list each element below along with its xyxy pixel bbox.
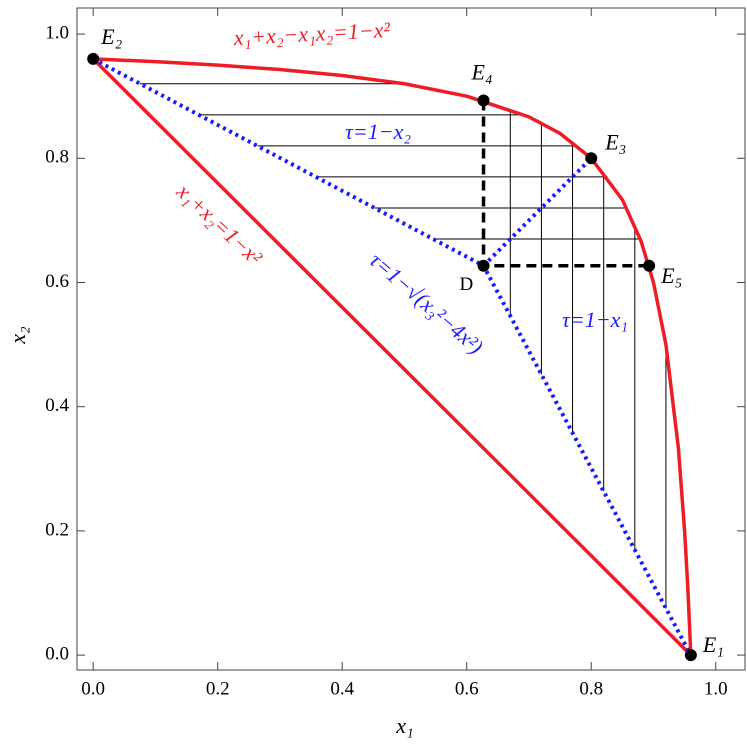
point: [684, 649, 697, 662]
annotation: τ=1−x₁: [562, 307, 628, 332]
y-tick-label: 0.8: [45, 147, 69, 168]
y-tick-label: 1.0: [45, 22, 69, 43]
point: [643, 259, 656, 272]
plot-frame: [76, 7, 746, 671]
x-tick-label: 0.6: [455, 678, 479, 699]
curve: [482, 156, 593, 268]
y-tick-label: 0.0: [45, 643, 69, 664]
point: [477, 259, 490, 272]
point-label: E₃: [604, 129, 626, 154]
curve: [93, 57, 693, 656]
y-tick-label: 0.4: [45, 395, 69, 416]
point: [585, 152, 598, 165]
x-tick-label: 0.2: [206, 678, 230, 699]
point-label: D: [460, 274, 474, 295]
point-label: E₄: [471, 60, 493, 85]
x-tick-label: 0.4: [330, 678, 354, 699]
y-tick-label: 0.6: [45, 271, 69, 292]
x-tick-label: 0.0: [81, 678, 105, 699]
curve: [91, 57, 693, 657]
point: [87, 52, 100, 65]
annotation: x₁+x₂−x₁x₂=1−x²: [232, 17, 391, 50]
annotation: x₁+x₂=1−x²: [171, 178, 267, 270]
point-label: E₂: [100, 24, 122, 49]
y-tick-label: 0.2: [45, 519, 69, 540]
x-tick-label: 0.8: [579, 678, 603, 699]
x-tick-label: 1.0: [704, 678, 728, 699]
point-label: E₅: [660, 263, 682, 288]
annotation: τ=1−x₂: [345, 119, 411, 144]
point: [477, 94, 490, 107]
annotation: τ=1−√(x₃²−4x²): [365, 247, 488, 359]
x-axis-label: x₁: [395, 713, 413, 738]
point-label: E₁: [702, 632, 724, 657]
y-axis-label: x₂: [5, 326, 30, 345]
